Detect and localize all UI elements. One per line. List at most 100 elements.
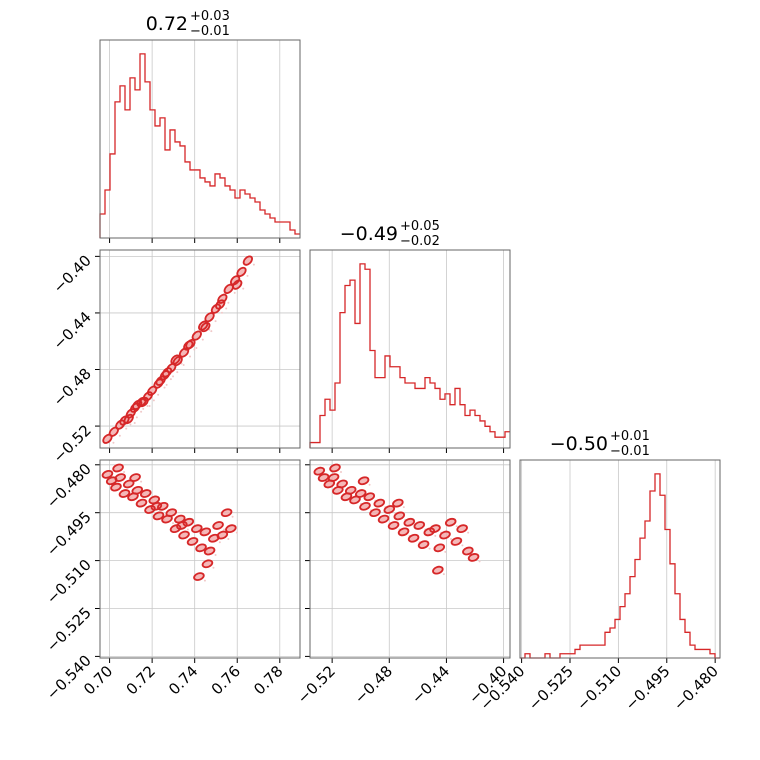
- y-tick-label: −0.525: [43, 604, 95, 656]
- contour-line: [140, 489, 152, 498]
- sample-point: [125, 427, 128, 430]
- contour-line: [439, 530, 451, 540]
- contour-line: [210, 303, 222, 314]
- sample-point: [140, 480, 143, 483]
- contour-line: [176, 521, 188, 530]
- contour-line: [373, 498, 386, 508]
- sample-point: [235, 531, 238, 534]
- sample-point: [368, 483, 371, 486]
- sample-point: [428, 547, 431, 550]
- contour-line: [359, 501, 371, 511]
- contour-line: [144, 505, 156, 514]
- contour-line: [157, 501, 169, 511]
- contour-line: [429, 524, 441, 534]
- contour-line: [193, 572, 205, 581]
- contour-line: [165, 508, 178, 518]
- sample-point: [467, 531, 470, 534]
- contour-line: [349, 495, 361, 505]
- sample-point: [165, 383, 168, 386]
- sample-point: [203, 579, 206, 582]
- sample-point: [233, 291, 236, 294]
- sample-point: [146, 405, 149, 408]
- sample-point: [220, 311, 223, 314]
- contour-line: [393, 511, 406, 521]
- sample-point: [129, 423, 132, 426]
- contour-line: [131, 485, 143, 495]
- x-tick-label: 0.76: [208, 662, 244, 698]
- sample-point: [195, 347, 198, 350]
- sample-point: [223, 528, 226, 531]
- hist-title-minus: −0.02: [400, 234, 440, 249]
- sample-point: [157, 393, 160, 396]
- sample-point: [210, 330, 213, 333]
- contour-line: [150, 501, 163, 511]
- panel-hist-2: [519, 459, 721, 659]
- contour-line: [377, 514, 390, 524]
- hist-title-median: −0.49: [340, 223, 398, 245]
- x-tick-label: −0.495: [622, 662, 674, 714]
- contour-line: [142, 391, 153, 402]
- contour-line: [383, 505, 396, 514]
- contour-line: [114, 473, 126, 482]
- x-tick-label: 0.74: [165, 662, 201, 698]
- hist-title-median: 0.72: [146, 13, 188, 35]
- contour-line: [444, 517, 457, 527]
- contour-line: [152, 511, 165, 521]
- contour-line: [392, 498, 404, 508]
- contour-line: [387, 521, 400, 530]
- contour-line: [433, 543, 446, 553]
- sample-point: [186, 528, 189, 531]
- hist-title-plus: +0.03: [190, 9, 230, 24]
- sample-point: [214, 554, 217, 557]
- contour-line: [327, 473, 340, 482]
- contour-line: [413, 521, 426, 530]
- sample-point: [227, 301, 230, 304]
- contour-line: [201, 559, 214, 569]
- x-tick-label: −0.44: [408, 662, 453, 707]
- histogram-param-0: [99, 53, 300, 238]
- contour-line: [110, 482, 122, 492]
- sample-point: [142, 407, 145, 410]
- panel-2d-1-2: [309, 459, 511, 659]
- sample-point: [450, 538, 452, 541]
- x-tick-label: −0.480: [670, 662, 722, 714]
- contour-line: [432, 565, 444, 575]
- density-fill: [242, 255, 253, 266]
- y-tick-label: −0.40: [50, 251, 95, 296]
- contour-line: [112, 463, 124, 473]
- sample-point: [246, 274, 249, 277]
- sample-point: [140, 410, 143, 413]
- sample-point: [252, 263, 255, 266]
- sample-point: [133, 422, 136, 425]
- contour-line: [313, 466, 326, 476]
- sample-point: [227, 538, 230, 541]
- contour-line: [242, 255, 253, 266]
- hist-title-plus: +0.05: [400, 219, 440, 234]
- y-tick-label: −0.510: [43, 556, 95, 608]
- sample-point: [212, 566, 215, 569]
- sample-point: [163, 386, 166, 389]
- sample-point: [182, 364, 185, 367]
- y-tick-label: −0.480: [43, 460, 95, 512]
- contour-line: [135, 498, 148, 508]
- sample-point: [478, 560, 481, 563]
- contour-line: [407, 533, 420, 543]
- sample-point: [193, 348, 196, 351]
- panel-2d-0-1: [99, 249, 301, 449]
- contour-line: [456, 524, 468, 534]
- sample-point: [402, 506, 405, 509]
- contour-line: [170, 354, 181, 365]
- histogram-param-1: [309, 263, 510, 448]
- sample-point: [231, 515, 234, 518]
- contour-line: [200, 321, 211, 333]
- x-tick-label: 0.78: [250, 662, 286, 698]
- x-tick-label: −0.52: [294, 662, 339, 707]
- contour-line: [344, 485, 357, 495]
- contour-line: [232, 279, 243, 290]
- sample-point: [123, 470, 126, 473]
- contour-line: [178, 530, 190, 540]
- contour-line: [369, 508, 381, 518]
- contour-line: [191, 330, 202, 341]
- contour-line: [132, 399, 143, 410]
- contour-line: [195, 543, 207, 553]
